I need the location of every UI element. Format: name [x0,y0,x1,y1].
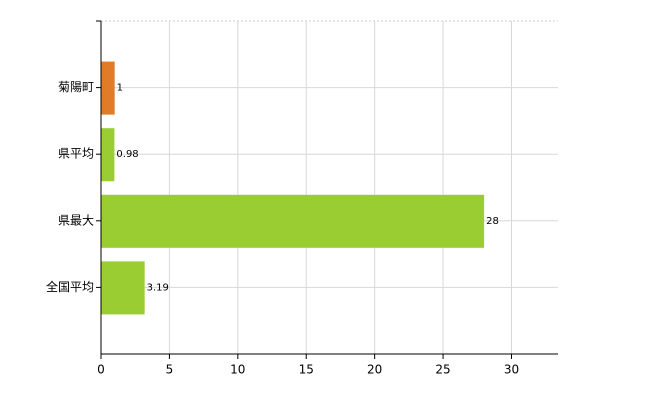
bar [101,61,115,115]
value-label: 3.19 [147,282,169,293]
bar [101,261,145,315]
y-tick-label: 菊陽町 [58,80,94,94]
y-tick-label: 県平均 [58,147,94,161]
y-tick-label: 全国平均 [46,279,94,294]
x-tick-label: 25 [435,363,450,377]
x-tick-label: 15 [299,363,314,377]
x-tick-label: 30 [504,363,519,377]
y-tick-label: 県最大 [58,213,94,227]
bar [101,194,485,248]
bar [101,128,115,182]
x-tick-label: 10 [230,363,245,377]
value-label: 0.98 [116,149,138,160]
value-label: 28 [486,216,499,227]
x-tick-label: 5 [166,363,174,377]
value-label: 1 [117,83,123,94]
x-tick-label: 0 [97,363,105,377]
x-tick-label: 20 [367,363,382,377]
